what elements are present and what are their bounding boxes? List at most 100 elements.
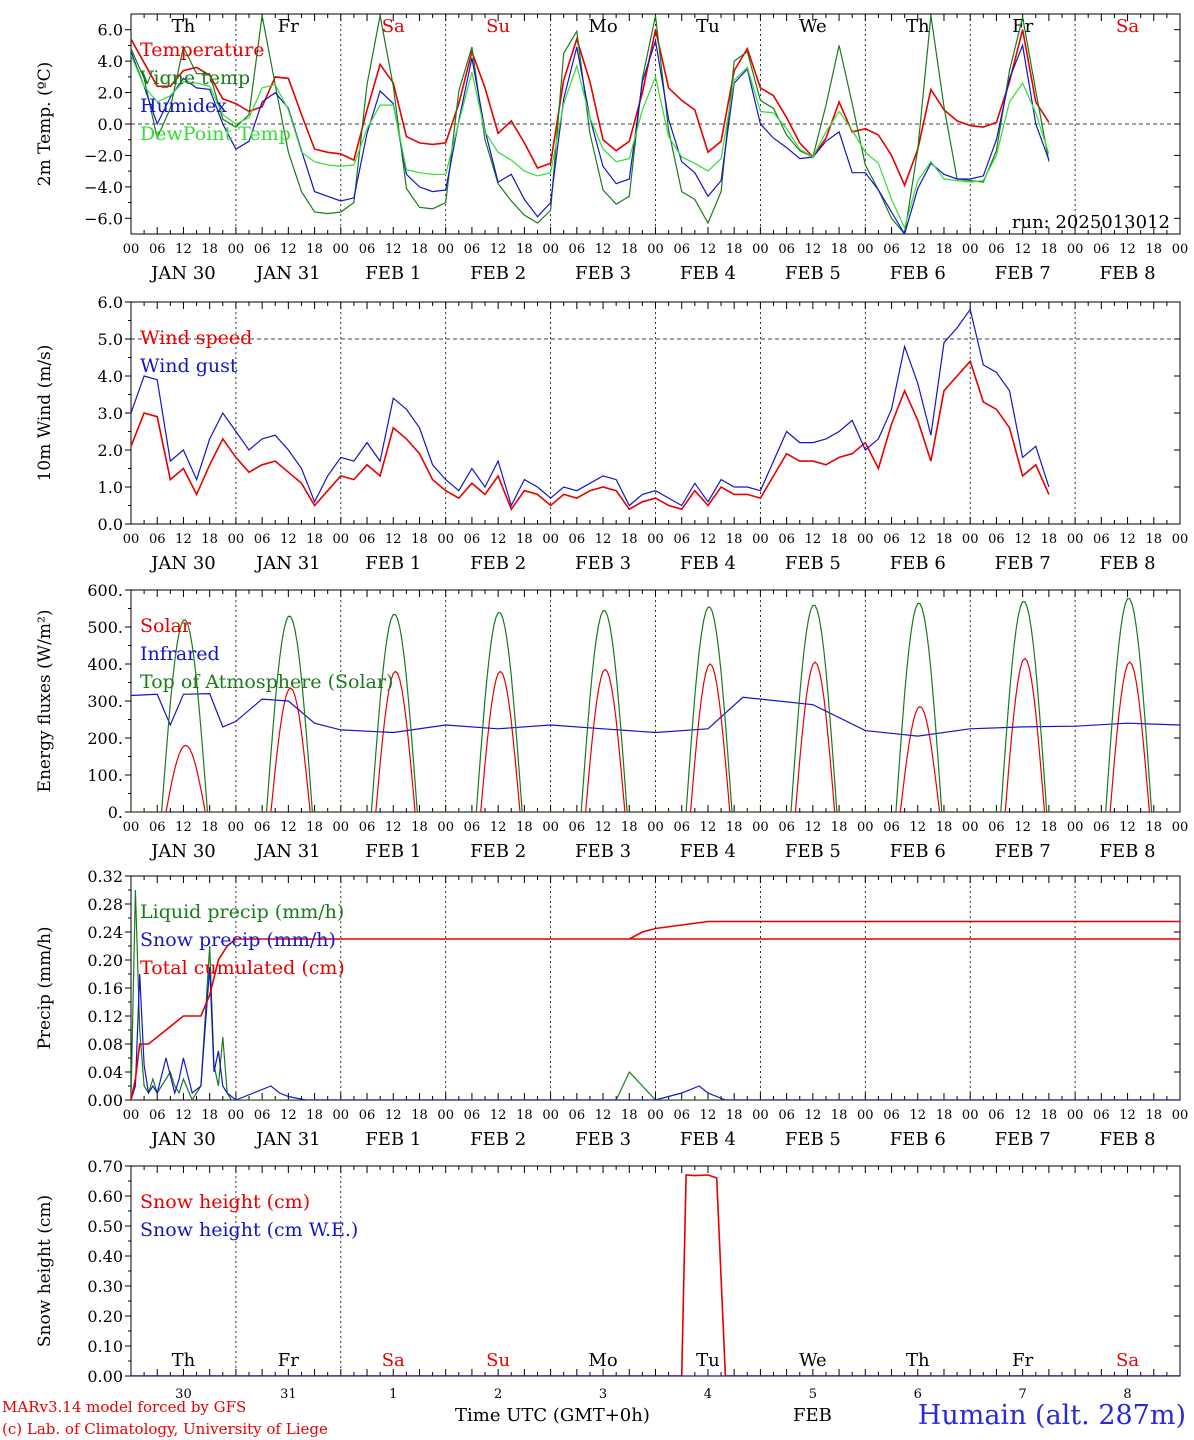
hour-tick-label: 00 — [542, 820, 559, 835]
hour-tick-label: 06 — [569, 1108, 586, 1123]
hour-tick-label: 06 — [149, 532, 166, 547]
date-label: FEB 4 — [680, 841, 736, 862]
y-tick-label: −2.0 — [84, 146, 123, 165]
hour-tick-label: 18 — [1041, 242, 1058, 257]
hour-tick-label: 00 — [437, 1108, 454, 1123]
hour-tick-label: 12 — [385, 820, 402, 835]
series-line-liquid-precip-mm-h — [131, 889, 1180, 1100]
hour-tick-label: 12 — [490, 820, 507, 835]
y-tick-label: 100. — [87, 766, 123, 785]
hour-tick-label: 00 — [333, 1108, 350, 1123]
series-line-dewpoint-temp — [131, 54, 1050, 230]
date-label: FEB 5 — [785, 841, 841, 862]
legend-humidex: Humidex — [140, 95, 227, 117]
hour-tick-label: 06 — [359, 820, 376, 835]
y-axis-label: Snow height (cm) — [35, 1195, 55, 1347]
hour-tick-label: 12 — [805, 1108, 822, 1123]
hour-tick-label: 12 — [280, 1108, 297, 1123]
hour-tick-label: 00 — [333, 820, 350, 835]
legend-dewpoint-temp: DewPoint Temp — [140, 123, 291, 145]
hour-tick-label: 06 — [988, 820, 1005, 835]
hour-tick-label: 12 — [595, 820, 612, 835]
legend-total-cumulated-cm: Total cumulated (cm) — [140, 957, 345, 979]
y-tick-label: 0.0 — [98, 115, 123, 134]
day-number-label: 7 — [1019, 1387, 1027, 1402]
hour-tick-label: 12 — [490, 532, 507, 547]
y-tick-label: 6.0 — [98, 21, 123, 40]
series-line-total-cumulated-cm — [131, 938, 1180, 1100]
y-tick-label: 4.0 — [98, 367, 123, 386]
hour-tick-label: 06 — [778, 242, 795, 257]
date-label: FEB 2 — [470, 841, 526, 862]
legend-infrared: Infrared — [140, 643, 220, 665]
hour-tick-label: 12 — [175, 242, 192, 257]
hour-tick-label: 00 — [123, 1108, 140, 1123]
hour-tick-label: 18 — [306, 532, 323, 547]
hour-tick-label: 00 — [962, 242, 979, 257]
date-label: FEB 5 — [785, 1129, 841, 1150]
hour-tick-label: 00 — [962, 1108, 979, 1123]
hour-tick-label: 18 — [411, 820, 428, 835]
hour-tick-label: 18 — [621, 1108, 638, 1123]
day-name: We — [799, 1350, 827, 1371]
day-name: Mo — [588, 16, 617, 37]
hour-tick-label: 18 — [1041, 532, 1058, 547]
y-tick-label: 0.40 — [87, 1247, 123, 1266]
panel-1: −6.0 −4.0 −2.0 0.0 2.0 4.0 6.0 2m Temp. (ºC) 00 0… — [35, 13, 1188, 284]
hour-tick-label: 18 — [831, 1108, 848, 1123]
hour-tick-label: 06 — [673, 532, 690, 547]
hour-tick-label: 18 — [936, 532, 953, 547]
y-tick-label: 0.20 — [87, 1307, 123, 1326]
hour-tick-label: 06 — [988, 242, 1005, 257]
hour-tick-label: 12 — [1014, 1108, 1031, 1123]
panel-3: 0. 100. 200. 300. 400. 500. 600. Energy fluxes … — [35, 581, 1188, 862]
day-name: Mo — [588, 1350, 617, 1371]
hour-tick-label: 12 — [909, 820, 926, 835]
hour-tick-label: 12 — [700, 242, 717, 257]
y-tick-label: 0.12 — [87, 1007, 123, 1026]
hour-tick-label: 06 — [1093, 242, 1110, 257]
date-label: FEB 7 — [995, 1129, 1051, 1150]
y-tick-label: 600. — [87, 581, 123, 600]
hour-tick-label: 06 — [778, 820, 795, 835]
hour-tick-label: 12 — [1119, 242, 1136, 257]
hour-tick-label: 18 — [726, 532, 743, 547]
date-label: FEB 1 — [365, 263, 421, 284]
hour-tick-label: 06 — [778, 532, 795, 547]
hour-tick-label: 06 — [464, 242, 481, 257]
hour-tick-label: 00 — [542, 532, 559, 547]
day-number-label: 6 — [914, 1387, 922, 1402]
date-label: JAN 31 — [254, 1129, 321, 1150]
hour-tick-label: 00 — [1067, 242, 1084, 257]
hour-tick-label: 12 — [385, 1108, 402, 1123]
day-name: Tu — [696, 1350, 720, 1371]
y-axis-label: 10m Wind (m/s) — [35, 345, 55, 482]
hour-tick-label: 12 — [1014, 532, 1031, 547]
hour-tick-label: 00 — [647, 532, 664, 547]
hour-tick-label: 12 — [805, 820, 822, 835]
hour-tick-label: 12 — [175, 820, 192, 835]
date-label: JAN 30 — [149, 553, 216, 574]
hour-tick-label: 00 — [437, 242, 454, 257]
day-name: Su — [486, 1350, 510, 1371]
hour-tick-label: 00 — [123, 242, 140, 257]
date-label: FEB 7 — [995, 553, 1051, 574]
hour-tick-label: 18 — [726, 1108, 743, 1123]
hour-tick-label: 06 — [149, 242, 166, 257]
hour-tick-label: 06 — [883, 242, 900, 257]
hour-tick-label: 18 — [621, 820, 638, 835]
y-tick-label: 0.32 — [87, 867, 123, 886]
series-line-top-of-atmosphere-solar — [131, 598, 1180, 812]
day-name: Th — [172, 1350, 196, 1371]
day-name: Sa — [382, 16, 405, 37]
y-tick-label: 0.00 — [87, 1367, 123, 1386]
hour-tick-label: 06 — [254, 1108, 271, 1123]
hour-tick-label: 18 — [1041, 1108, 1058, 1123]
day-name: Sa — [382, 1350, 405, 1371]
hour-tick-label: 12 — [1014, 242, 1031, 257]
date-label: JAN 31 — [254, 841, 321, 862]
day-number-label: 1 — [389, 1387, 397, 1402]
hour-tick-label: 18 — [936, 820, 953, 835]
date-label: FEB 1 — [365, 841, 421, 862]
hour-tick-label: 18 — [831, 820, 848, 835]
